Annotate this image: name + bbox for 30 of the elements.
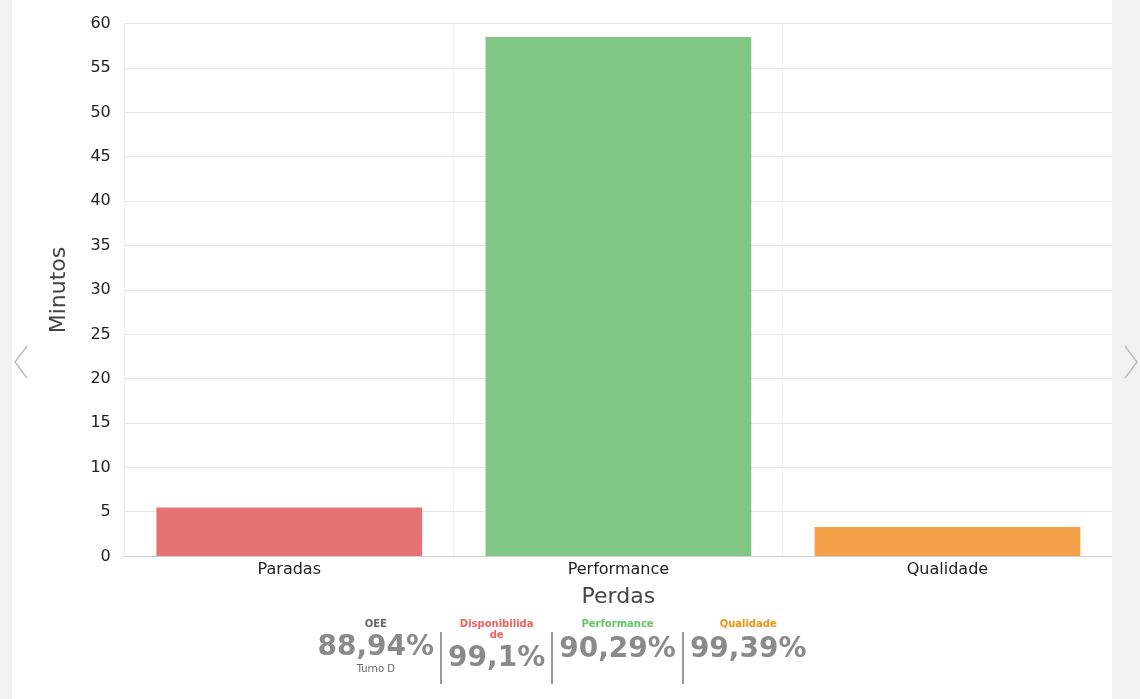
text: OEE (364, 618, 387, 629)
y-tick-label: 20 (90, 367, 111, 387)
y-tick-label: 45 (90, 145, 111, 165)
y-tick-label: 60 (90, 12, 111, 32)
bar (156, 507, 423, 556)
text: 99,1% (448, 640, 546, 674)
text: Qualidade (719, 618, 777, 629)
y-tick-label: 10 (90, 456, 111, 476)
x-tick-label: Qualidade (906, 559, 989, 579)
y-tick-label: 50 (90, 101, 111, 121)
y-tick-label: 35 (90, 234, 111, 254)
y-axis-title: Minutos (44, 246, 70, 334)
text: Turno D (356, 663, 395, 674)
y-tick-label: 0 (100, 545, 111, 565)
y-tick-label: 15 (90, 412, 111, 432)
y-tick-label: 5 (100, 501, 111, 521)
bar (485, 36, 752, 556)
y-tick-label: 30 (90, 279, 111, 299)
text: Disponibilidade (458, 618, 535, 640)
y-tick-label: 55 (90, 57, 111, 77)
text: Performance (581, 618, 654, 629)
bar (814, 527, 1081, 556)
text: 99,39% (689, 631, 807, 665)
text: 88,94% (317, 629, 435, 663)
x-tick-label: Paradas (257, 559, 322, 579)
y-tick-label: 25 (90, 323, 111, 343)
text: 90,29% (559, 631, 676, 665)
y-tick-label: 40 (90, 190, 111, 210)
x-axis-title: Perdas (581, 582, 656, 608)
x-tick-label: Performance (567, 559, 670, 579)
